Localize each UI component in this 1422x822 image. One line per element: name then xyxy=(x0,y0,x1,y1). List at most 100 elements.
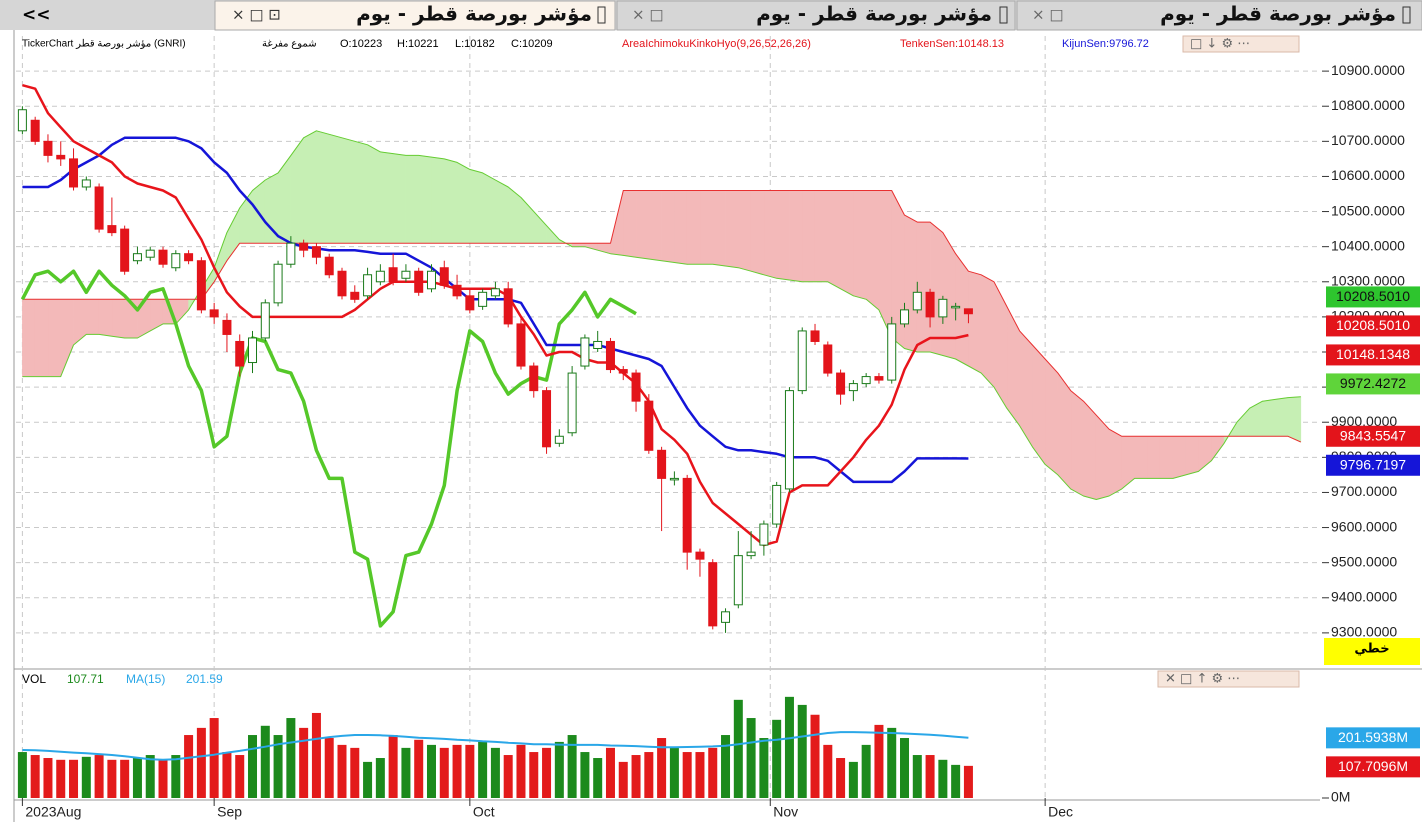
candle-body xyxy=(17,109,27,132)
tab-title[interactable]: مؤشر بورصة قطر - يوم xyxy=(756,2,992,26)
candle-body xyxy=(158,249,168,265)
volume-bar xyxy=(874,724,884,798)
legend-style: شموع مفرغة xyxy=(262,39,317,50)
y-tick-label: 9300.0000 xyxy=(1331,624,1397,640)
volume-bar xyxy=(222,752,232,798)
y-tick-label: 9400.0000 xyxy=(1331,588,1397,604)
candle-body xyxy=(56,154,66,160)
volume-bar xyxy=(363,761,373,798)
candle-body xyxy=(900,309,910,325)
volume-bar xyxy=(337,744,347,798)
scale-mode-button[interactable] xyxy=(1324,638,1420,665)
legend-ohlc: L:10182 xyxy=(455,38,495,50)
nav-back[interactable]: << xyxy=(22,5,51,25)
price-badge xyxy=(1326,454,1420,476)
cloud xyxy=(1057,372,1072,490)
candle-body xyxy=(797,330,807,392)
cloud xyxy=(1070,389,1084,497)
volume-bar xyxy=(580,752,590,798)
cloud xyxy=(1236,407,1250,437)
tab[interactable] xyxy=(1016,0,1422,31)
panel-controls[interactable] xyxy=(1157,670,1300,688)
tab-icons[interactable]: × □ xyxy=(1032,6,1064,24)
cloud xyxy=(495,179,509,244)
volume-bar xyxy=(887,727,897,798)
candle-body xyxy=(784,390,794,490)
price-badge-label: 201.5938M xyxy=(1338,729,1408,745)
candle-body xyxy=(887,323,897,381)
cloud xyxy=(431,156,445,244)
candle-body xyxy=(874,376,884,381)
price-badge xyxy=(1326,373,1420,395)
candle-body xyxy=(132,253,142,262)
y-tick-label: 9600.0000 xyxy=(1331,518,1397,534)
cloud xyxy=(1095,414,1110,500)
tab-title[interactable]: مؤشر بورصة قطر - يوم xyxy=(1160,2,1396,26)
candle-body xyxy=(963,308,973,315)
cloud xyxy=(533,210,547,244)
candle-body xyxy=(503,288,513,325)
cloud xyxy=(213,232,228,283)
tab-icons[interactable]: × □ xyxy=(632,6,664,24)
volume-bar xyxy=(605,747,615,798)
cloud xyxy=(865,190,880,311)
cloud xyxy=(1134,435,1148,479)
volume-bar xyxy=(900,738,910,798)
volume-bar xyxy=(465,744,475,798)
cloud xyxy=(1044,358,1059,476)
vol-legend: VOL xyxy=(22,672,46,686)
cloud xyxy=(98,299,113,337)
volume-bar xyxy=(759,738,769,798)
volume-bar xyxy=(209,718,219,798)
volume-bar xyxy=(388,735,398,798)
y-tick-label: 10700.0000 xyxy=(1331,132,1405,148)
cloud xyxy=(916,221,931,353)
panel-controls-icons[interactable]: □ ↓ ⚙ ⋯ xyxy=(1190,37,1250,52)
cloud xyxy=(482,172,496,244)
y-tick-label: 9500.0000 xyxy=(1331,553,1397,569)
price-badge-label: 9972.4272 xyxy=(1340,375,1406,391)
cloud xyxy=(226,207,241,262)
cloud xyxy=(1262,399,1276,437)
cloud xyxy=(405,155,420,244)
volume-bar xyxy=(452,744,462,798)
tab[interactable] xyxy=(214,0,616,31)
volume-bar xyxy=(439,747,449,798)
volume-bar xyxy=(746,718,756,798)
candle-body xyxy=(836,372,846,395)
candle-body xyxy=(388,267,398,283)
price-badge xyxy=(1326,344,1420,366)
volume-bar xyxy=(81,756,91,798)
candle-body xyxy=(452,284,462,297)
volume-bar xyxy=(248,735,258,798)
volume-bar xyxy=(644,752,654,798)
volume-bar xyxy=(836,758,846,798)
y-tick-label: 0M xyxy=(1331,789,1350,805)
cloud xyxy=(763,190,777,279)
legend-kijun: KijunSen:9796.72 xyxy=(1062,38,1149,50)
volume-bar xyxy=(69,759,79,798)
volume-bar xyxy=(797,704,807,798)
tab-icons[interactable]: × □ ⊡ xyxy=(232,6,281,24)
price-badge-label: 107.7096M xyxy=(1338,758,1408,774)
tab-title[interactable]: مؤشر بورصة قطر - يوم xyxy=(356,2,592,26)
cloud xyxy=(1159,435,1174,479)
scale-mode[interactable]: خطي xyxy=(1354,642,1389,657)
volume-bar xyxy=(375,758,385,798)
panel-controls[interactable] xyxy=(1182,35,1300,53)
tab-icon xyxy=(999,6,1008,24)
tab[interactable] xyxy=(616,0,1016,31)
cloud xyxy=(73,299,87,346)
candle-body xyxy=(222,319,232,335)
y-tick-label: 10300.0000 xyxy=(1331,272,1405,288)
volume-bar xyxy=(184,735,194,798)
candle-body xyxy=(107,225,117,234)
panel-controls-icons[interactable]: ✕ □ ↑ ⚙ ⋯ xyxy=(1165,672,1240,687)
candle-body xyxy=(644,400,654,451)
volume-bar xyxy=(196,727,206,798)
candle-body xyxy=(529,365,539,392)
cloud xyxy=(814,190,829,283)
price-badge xyxy=(1326,425,1420,447)
cloud xyxy=(341,137,356,244)
